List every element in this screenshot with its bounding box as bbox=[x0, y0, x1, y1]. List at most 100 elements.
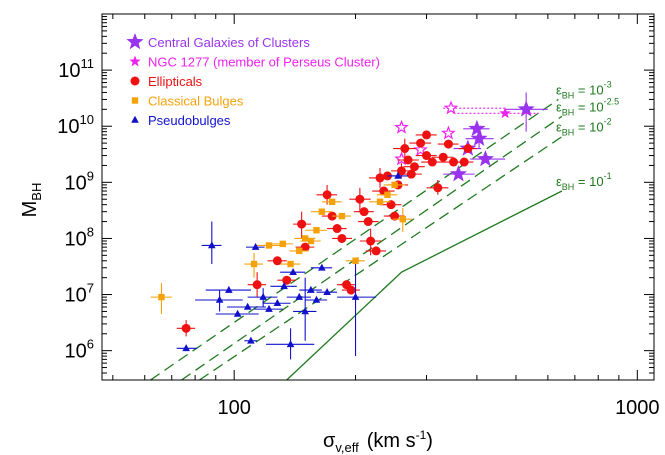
bulges-point bbox=[391, 181, 398, 189]
pseudobulges-point bbox=[280, 282, 288, 290]
ellipticals-point bbox=[433, 183, 443, 193]
x-tick-label: 1000 bbox=[615, 397, 660, 419]
bulges-point bbox=[399, 216, 407, 223]
ellipticals-point bbox=[366, 236, 376, 246]
ellipticals-point bbox=[406, 169, 416, 179]
pseudobulges-point bbox=[225, 285, 233, 293]
y-axis-label: MBH bbox=[19, 183, 44, 218]
legend-label-central: Central Galaxies of Clusters bbox=[148, 35, 310, 50]
ellipticals-point bbox=[322, 190, 332, 200]
efficiency-line bbox=[150, 98, 559, 380]
central-point bbox=[476, 150, 494, 167]
efficiency-line bbox=[199, 136, 563, 380]
legend: Central Galaxies of Clusters NGC 1277 (me… bbox=[126, 33, 380, 128]
efficiency-line-label: εBH = 10-2.5 bbox=[556, 96, 619, 117]
legend-marker-central bbox=[126, 33, 144, 50]
axis-ticks: 100 1000 106 107 108 109 1010 1011 bbox=[57, 13, 660, 419]
pseudobulges-point bbox=[318, 263, 326, 271]
ngc1277-point bbox=[394, 119, 409, 134]
efficiency-line-label: εBH = 10-2 bbox=[556, 117, 612, 138]
legend-label-ellipticals: Ellipticals bbox=[148, 74, 203, 89]
pseudobulges-point bbox=[301, 307, 309, 315]
ellipticals-point bbox=[459, 157, 469, 167]
pseudobulges-point bbox=[233, 309, 242, 317]
efficiency-lines bbox=[150, 98, 563, 380]
bulges-point bbox=[313, 227, 320, 234]
ellipticals-point bbox=[403, 155, 413, 165]
y-tick-label: 107 bbox=[65, 281, 94, 307]
pseudobulges-point bbox=[286, 340, 295, 348]
legend-marker-bulges bbox=[131, 97, 139, 104]
ellipticals-point bbox=[438, 152, 448, 162]
ellipticals-point bbox=[463, 144, 473, 154]
pseudobulges-point bbox=[247, 336, 255, 344]
ellipticals-point bbox=[422, 130, 432, 140]
ngc1277-point bbox=[443, 100, 459, 115]
bulges-point bbox=[384, 191, 391, 198]
ngc1277-point bbox=[441, 125, 456, 140]
pseudobulges-point bbox=[243, 302, 252, 310]
ellipticals-point bbox=[346, 285, 356, 295]
legend-label-ngc1277: NGC 1277 (member of Perseus Cluster) bbox=[148, 55, 380, 70]
efficiency-line-label: εBH = 10-3 bbox=[556, 79, 612, 100]
plot-frame bbox=[101, 13, 655, 381]
efficiency-line-label: εBH = 10-1 bbox=[556, 171, 612, 192]
bulges-point bbox=[376, 198, 384, 205]
ellipticals-point bbox=[416, 138, 426, 148]
legend-marker-ellipticals bbox=[130, 76, 140, 86]
bulges-point bbox=[352, 257, 359, 264]
ellipticals-point bbox=[355, 194, 365, 204]
y-tick-label: 108 bbox=[65, 224, 94, 250]
central-point bbox=[517, 100, 535, 117]
ngc1277-point bbox=[499, 107, 511, 119]
bulges-point bbox=[265, 242, 273, 249]
x-tick-label: 100 bbox=[217, 397, 250, 419]
bulges-point bbox=[250, 260, 258, 268]
central-point bbox=[449, 165, 467, 182]
bulges-point bbox=[158, 293, 165, 301]
legend-marker-pseudobulges bbox=[131, 115, 139, 123]
bulges-point bbox=[318, 208, 326, 215]
central-point bbox=[470, 129, 488, 146]
legend-label-pseudobulges: Pseudobulges bbox=[148, 113, 231, 128]
ellipticals-point bbox=[396, 166, 406, 176]
ellipticals-point bbox=[427, 157, 437, 167]
ellipticals-point bbox=[337, 233, 347, 243]
y-tick-label: 1011 bbox=[58, 56, 94, 82]
efficiency-line bbox=[181, 115, 563, 380]
ellipticals-point bbox=[386, 200, 396, 210]
ellipticals-point bbox=[252, 280, 262, 290]
central-point bbox=[468, 119, 486, 137]
ellipticals-point bbox=[400, 144, 410, 154]
legend-marker-ngc1277 bbox=[129, 55, 141, 67]
pseudobulges-point bbox=[394, 171, 402, 179]
ellipticals-point bbox=[297, 219, 307, 229]
ellipticals-point bbox=[449, 157, 459, 167]
bulges-point bbox=[328, 198, 336, 205]
pseudobulges-point bbox=[215, 295, 224, 303]
pseudobulges-point bbox=[295, 292, 304, 300]
bulges-point bbox=[279, 240, 286, 248]
bulges-point bbox=[338, 212, 346, 220]
bulges-point bbox=[307, 237, 315, 245]
pseudobulges-point bbox=[323, 288, 331, 296]
ellipticals-point bbox=[300, 242, 310, 252]
legend-label-bulges: Classical Bulges bbox=[148, 94, 244, 109]
ellipticals-point bbox=[332, 224, 342, 234]
ellipticals-point bbox=[371, 246, 381, 256]
ngc1277-point bbox=[413, 142, 428, 157]
ellipticals-point bbox=[363, 217, 373, 227]
ellipticals-point bbox=[422, 151, 432, 161]
pseudobulges-point bbox=[182, 344, 190, 352]
ellipticals-point bbox=[359, 207, 369, 217]
pseudobulges-point bbox=[351, 292, 360, 300]
ellipticals-point bbox=[443, 139, 453, 149]
pseudobulges-point bbox=[265, 304, 273, 312]
ellipticals-point bbox=[409, 162, 419, 172]
data-points bbox=[150, 92, 548, 360]
y-tick-label: 106 bbox=[65, 337, 94, 363]
pseudobulges-point bbox=[273, 299, 282, 307]
bulges-point bbox=[301, 235, 309, 242]
